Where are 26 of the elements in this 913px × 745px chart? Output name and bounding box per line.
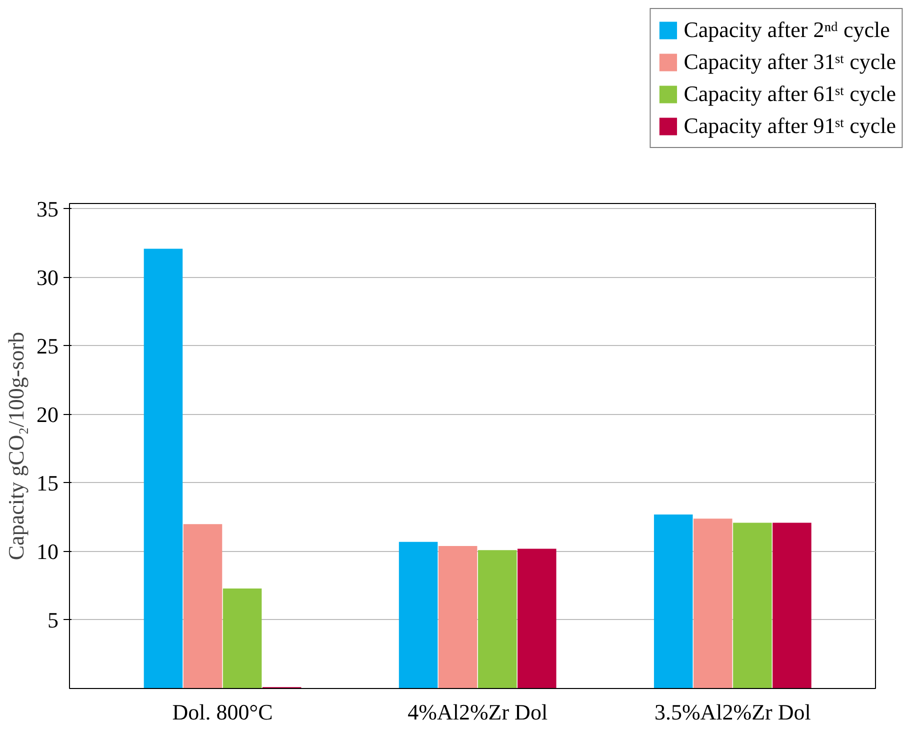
bar: [654, 514, 693, 688]
legend-label: Capacity after 91ˢᵗ cycle: [684, 112, 896, 140]
bar: [438, 546, 478, 688]
y-tick-label: 20: [36, 402, 58, 427]
y-tick-label: 35: [36, 196, 58, 222]
bar: [222, 588, 262, 688]
bar: [518, 548, 556, 688]
legend-label: Capacity after 31ˢᵗ cycle: [684, 48, 896, 76]
y-tick-label: 30: [36, 264, 58, 290]
bar: [183, 524, 222, 688]
legend-label: Capacity after 61ˢᵗ cycle: [684, 80, 896, 108]
y-tick-label: 25: [36, 333, 58, 358]
bar: [478, 550, 517, 688]
bar: [733, 522, 772, 688]
y-tick-label: 10: [36, 538, 58, 564]
x-tick-label: Dol. 800°C: [172, 700, 273, 724]
y-axis-title: Capacity gCO₂/100g-sorb: [4, 332, 28, 560]
x-tick-label: 4%Al2%Zr Dol: [408, 700, 548, 724]
bar: [694, 518, 732, 688]
bar: [398, 542, 438, 688]
x-tick-label: 3.5%Al2%Zr Dol: [654, 700, 811, 724]
y-tick-label: 15: [36, 470, 58, 496]
bar: [144, 248, 183, 688]
bar: [772, 522, 812, 688]
legend-label: Capacity after 2ⁿᵈ cycle: [684, 16, 890, 44]
y-tick-label: 5: [48, 607, 58, 632]
